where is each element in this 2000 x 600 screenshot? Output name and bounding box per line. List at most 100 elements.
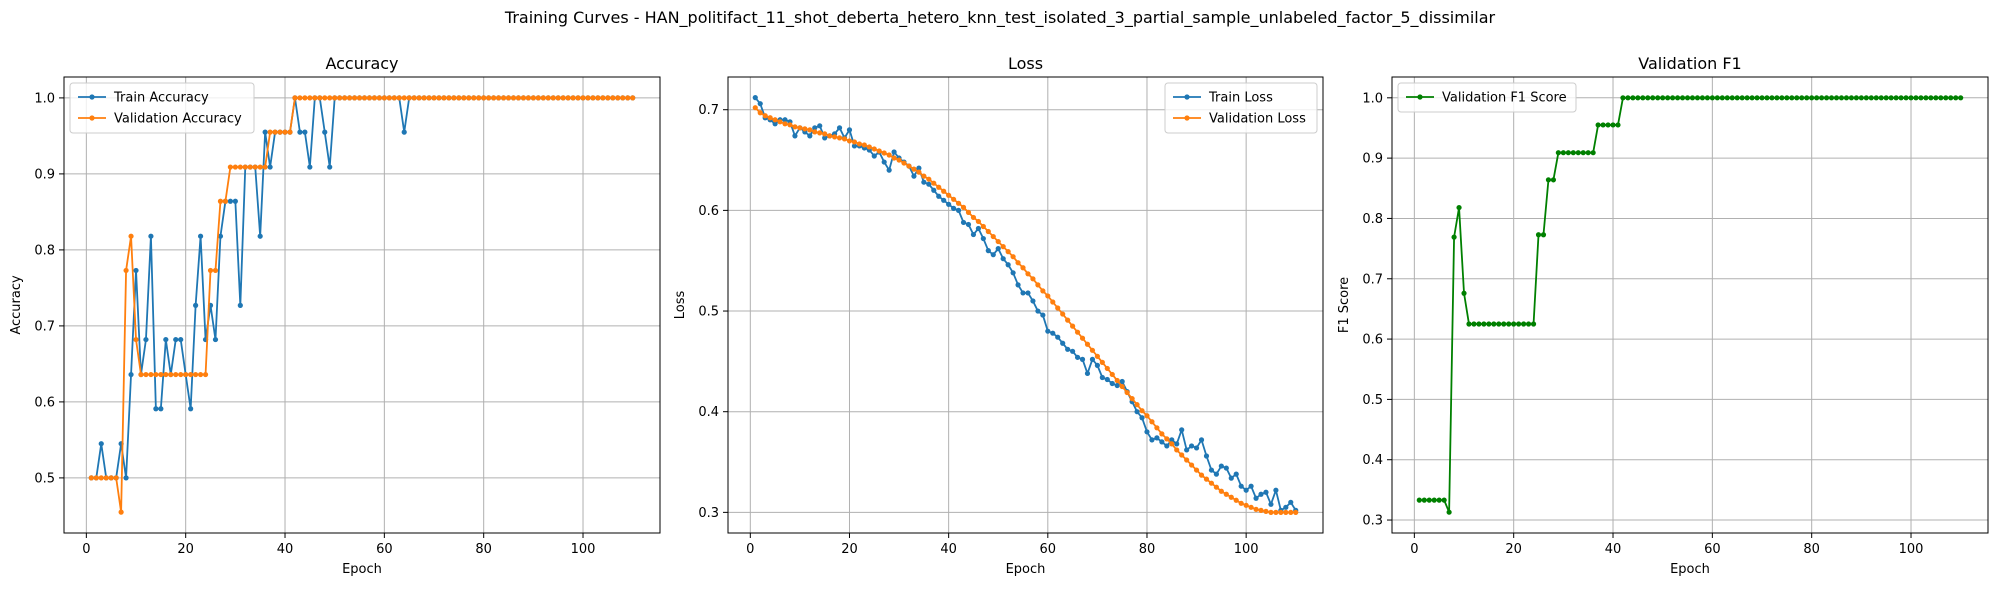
- data-point: [1754, 95, 1760, 101]
- data-point: [401, 129, 407, 135]
- y-tick-label: 0.4: [1362, 453, 1383, 468]
- data-point: [965, 221, 972, 228]
- data-point: [1288, 509, 1294, 515]
- data-point: [227, 198, 233, 204]
- data-point: [1248, 504, 1254, 510]
- data-point: [1575, 150, 1581, 156]
- data-point: [615, 95, 621, 101]
- data-point: [792, 133, 798, 139]
- data-point: [901, 160, 907, 166]
- data-point: [1213, 484, 1219, 490]
- data-point: [212, 336, 219, 343]
- data-point: [332, 95, 338, 101]
- data-point: [1139, 415, 1145, 421]
- data-point: [476, 95, 482, 101]
- data-point: [1015, 260, 1021, 266]
- x-tick-label: 100: [571, 542, 596, 557]
- series-line: [91, 97, 633, 513]
- data-point: [1114, 377, 1120, 384]
- y-tick-label: 0.6: [1362, 333, 1383, 348]
- data-point: [1030, 298, 1036, 304]
- data-point: [1674, 95, 1681, 101]
- data-point: [1288, 499, 1294, 505]
- data-point: [911, 173, 917, 179]
- data-point: [1218, 463, 1224, 469]
- data-point: [931, 187, 937, 193]
- data-point: [486, 95, 492, 101]
- series-validation-loss: [752, 105, 1299, 515]
- data-point: [630, 95, 636, 101]
- data-point: [1679, 95, 1686, 101]
- data-point: [1035, 308, 1041, 314]
- data-point: [1268, 501, 1274, 507]
- data-point: [1486, 321, 1492, 327]
- data-point: [955, 207, 962, 213]
- data-point: [990, 233, 996, 240]
- data-point: [1461, 290, 1467, 296]
- data-point: [926, 181, 932, 187]
- data-point: [1144, 413, 1150, 419]
- data-point: [133, 336, 139, 343]
- data-point: [570, 95, 576, 101]
- data-point: [1099, 374, 1105, 381]
- data-point: [1635, 95, 1641, 101]
- data-point: [1719, 95, 1725, 101]
- data-point: [777, 119, 783, 125]
- data-point: [257, 164, 263, 170]
- data-point: [1223, 491, 1229, 497]
- legend-marker: [1184, 115, 1190, 121]
- y-tick-label: 0.9: [34, 167, 55, 182]
- data-point: [148, 233, 154, 239]
- data-point: [1094, 353, 1100, 359]
- data-point: [237, 302, 243, 308]
- data-point: [217, 198, 224, 204]
- data-point: [797, 125, 803, 131]
- data-point: [1699, 95, 1706, 101]
- data-point: [1010, 270, 1016, 276]
- data-point: [1903, 95, 1909, 101]
- data-point: [1015, 282, 1021, 288]
- data-point: [1109, 371, 1115, 378]
- data-point: [1605, 122, 1611, 128]
- subplot-title: Accuracy: [325, 54, 398, 73]
- data-point: [441, 95, 447, 101]
- data-point: [1660, 95, 1666, 101]
- data-point: [143, 371, 149, 378]
- data-point: [812, 129, 818, 135]
- data-point: [1809, 95, 1815, 101]
- data-point: [466, 95, 472, 101]
- data-point: [1764, 95, 1770, 101]
- data-point: [951, 196, 957, 202]
- data-point: [1203, 453, 1210, 459]
- data-point: [481, 95, 487, 101]
- data-point: [1129, 396, 1135, 402]
- data-point: [1283, 509, 1289, 515]
- data-point: [1198, 472, 1205, 478]
- series-line: [1419, 96, 1961, 514]
- y-tick-label: 0.7: [698, 103, 719, 118]
- data-point: [1198, 437, 1205, 443]
- data-point: [1471, 321, 1477, 327]
- data-point: [1630, 95, 1636, 101]
- data-point: [1650, 95, 1656, 101]
- data-point: [1065, 317, 1071, 323]
- data-point: [1208, 467, 1215, 473]
- data-point: [272, 129, 278, 135]
- data-point: [302, 95, 308, 101]
- x-axis-label: Epoch: [1006, 562, 1046, 577]
- data-point: [1134, 409, 1140, 415]
- x-tick-label: 80: [475, 542, 492, 557]
- data-point: [1055, 305, 1061, 311]
- data-point: [1769, 95, 1775, 101]
- data-point: [1208, 480, 1215, 486]
- data-point: [1114, 382, 1120, 389]
- data-point: [128, 233, 134, 239]
- data-point: [307, 164, 313, 170]
- x-axis-label: Epoch: [1670, 562, 1710, 577]
- data-point: [1521, 321, 1527, 327]
- data-point: [975, 218, 982, 225]
- data-point: [1615, 122, 1621, 128]
- x-tick-label: 40: [1605, 542, 1622, 557]
- x-tick-label: 80: [1139, 542, 1156, 557]
- data-point: [1233, 497, 1239, 503]
